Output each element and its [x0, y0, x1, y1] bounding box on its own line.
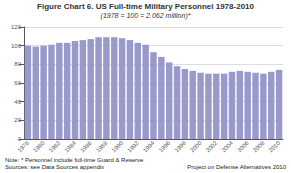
svg-text:2006: 2006	[236, 139, 250, 153]
svg-text:2004: 2004	[220, 139, 234, 153]
svg-text:1994: 1994	[142, 139, 156, 153]
svg-text:(1978 = 100 = 2.062 million)*: (1978 = 100 = 2.062 million)*	[101, 12, 191, 20]
svg-text:1984: 1984	[63, 139, 77, 153]
svg-text:Project on Defense Alternative: Project on Defense Alternatives 2010	[187, 164, 286, 170]
svg-text:Note: * Personnel include full: Note: * Personnel include full-time Guar…	[5, 157, 144, 163]
svg-text:40: 40	[14, 99, 21, 105]
svg-text:20: 20	[14, 117, 21, 123]
svg-text:1980: 1980	[32, 139, 46, 153]
svg-text:1988: 1988	[95, 139, 109, 153]
svg-text:1998: 1998	[173, 139, 187, 153]
svg-text:1978: 1978	[16, 139, 30, 153]
svg-text:Sources: see Data Sources appe: Sources: see Data Sources appendix	[5, 164, 104, 170]
svg-text:2000: 2000	[189, 139, 203, 153]
svg-text:80: 80	[14, 61, 21, 67]
svg-text:2002: 2002	[205, 139, 219, 153]
svg-text:2010: 2010	[268, 139, 282, 153]
svg-text:Figure Chart 6. US Full-time M: Figure Chart 6. US Full-time Military Pe…	[37, 2, 255, 11]
svg-text:0: 0	[18, 136, 22, 142]
svg-text:1996: 1996	[158, 139, 172, 153]
svg-text:120: 120	[11, 24, 22, 30]
svg-text:1982: 1982	[48, 139, 62, 153]
svg-text:1992: 1992	[126, 139, 140, 153]
svg-text:60: 60	[14, 80, 21, 86]
svg-text:1986: 1986	[79, 139, 93, 153]
svg-text:2008: 2008	[252, 139, 266, 153]
svg-text:1990: 1990	[111, 139, 125, 153]
svg-text:100: 100	[11, 43, 22, 49]
